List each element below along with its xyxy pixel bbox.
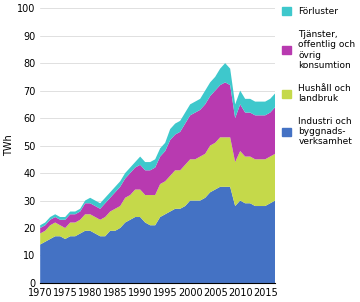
Y-axis label: TWh: TWh (4, 135, 14, 156)
Legend: Förluster, Tjänster,
offentlig och
övrig
konsumtion, Hushåll och
landbruk, Indus: Förluster, Tjänster, offentlig och övrig… (282, 7, 355, 146)
